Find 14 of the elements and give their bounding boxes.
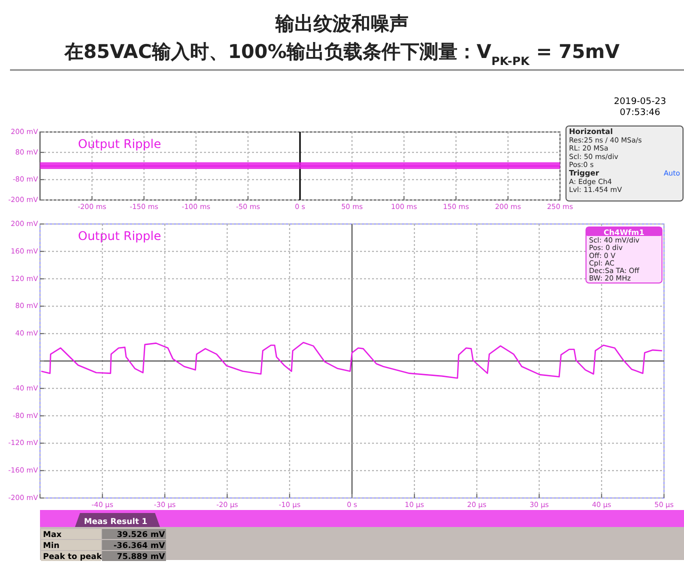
- text: -36.364 mV: [113, 541, 166, 550]
- text: Meas Result 1: [84, 517, 148, 526]
- text: 39.526 mV: [116, 530, 166, 539]
- chart-title: 输出纹波和噪声: [274, 13, 408, 35]
- text: Min: [43, 541, 60, 550]
- text: 75.889 mV: [116, 552, 166, 561]
- text: Max: [43, 530, 62, 539]
- text: 07:53:46: [620, 108, 660, 118]
- series-label: Output Ripple: [78, 137, 162, 151]
- chart-subtitle: 在85VAC输入时、100%输出负载条件下测量：V$_{PK-PK}$ = 75mV: [63, 41, 620, 68]
- text: 2019-05-23: [614, 97, 666, 107]
- text: Peak to peak: [43, 552, 102, 561]
- line-series: [40, 342, 663, 379]
- text: Output Ripple: [78, 229, 162, 243]
